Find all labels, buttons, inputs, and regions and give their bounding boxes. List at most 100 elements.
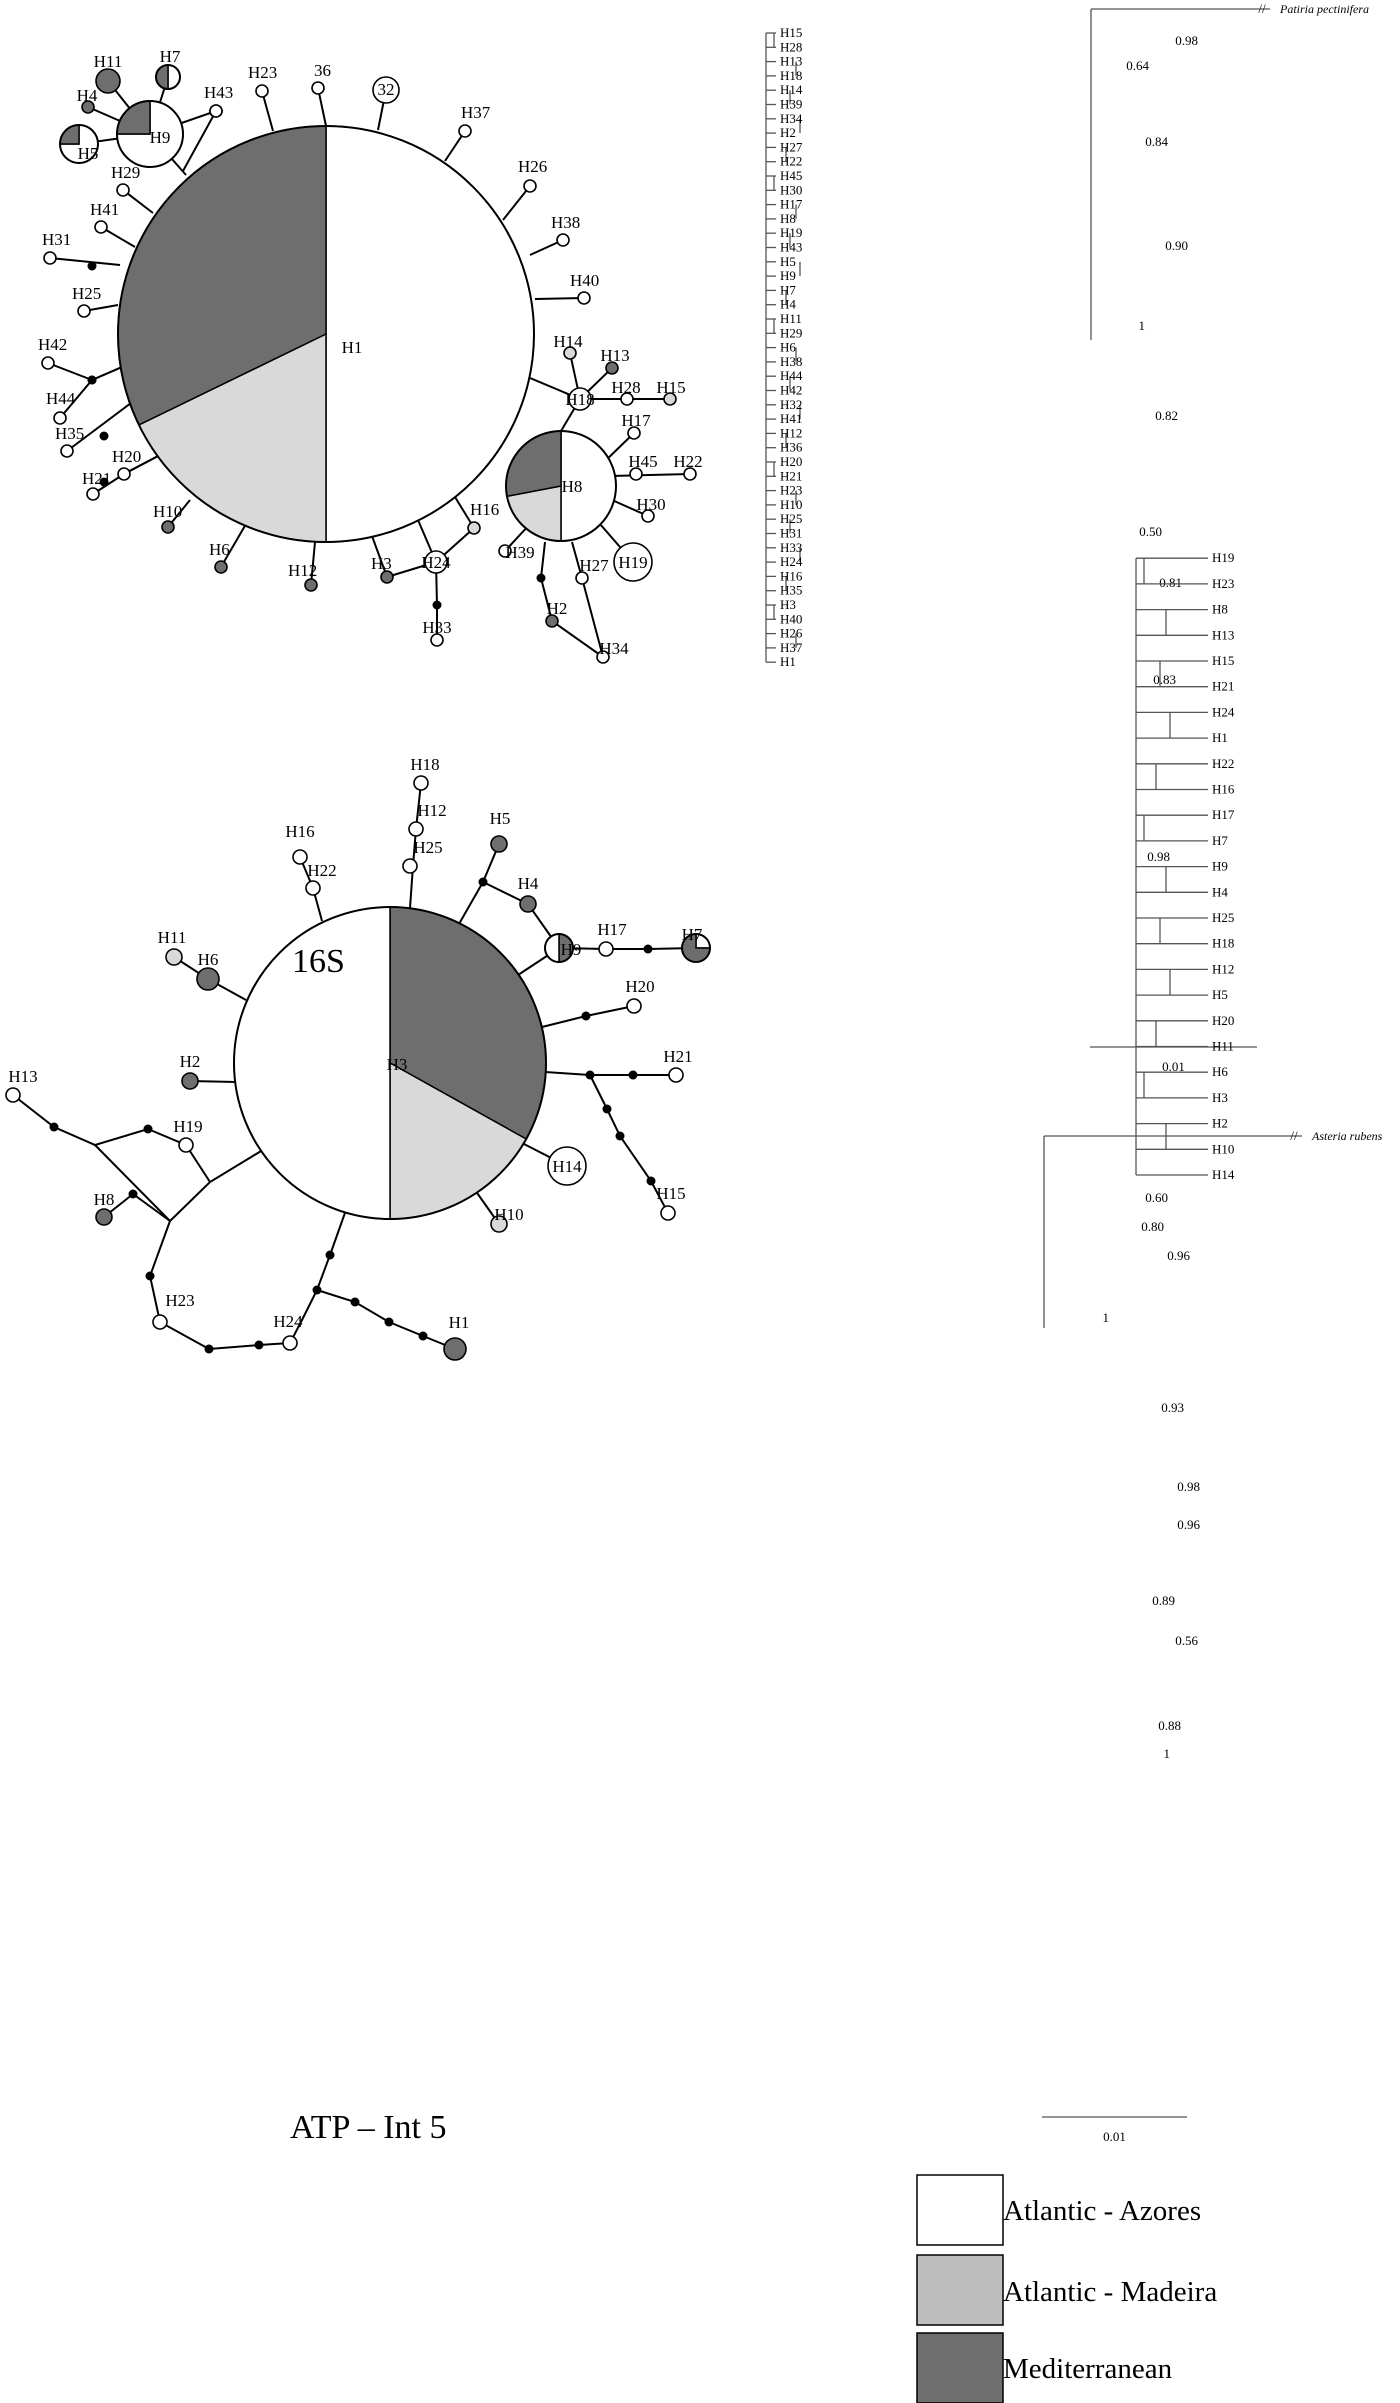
label-h5: H5: [78, 144, 99, 163]
haplotype-h19: [613, 542, 653, 582]
haplotype-h22: [305, 880, 321, 896]
label-h45: H45: [628, 452, 657, 471]
tree-tip-h32: H32: [780, 397, 802, 412]
tree-tip-h11: H11: [1212, 1039, 1234, 1054]
tree-tip-h22: H22: [780, 154, 802, 169]
haplotype-h6: [196, 967, 220, 991]
label-h9: H9: [561, 940, 582, 959]
mutation-dot: [628, 1070, 638, 1080]
label-h24: H24: [273, 1312, 303, 1331]
haplotype-h19: [178, 1137, 194, 1153]
tree-tip-h23: H23: [780, 483, 802, 498]
tree-tip-h17: H17: [780, 197, 803, 212]
tree-tip-h36: H36: [780, 440, 803, 455]
haplotype-h13: [605, 361, 619, 375]
haplotype-32: [372, 76, 400, 104]
haplotype-h15: [660, 1205, 676, 1221]
tree-tip-h43: H43: [780, 240, 802, 255]
haplotype-h10: [161, 520, 175, 534]
haplotype-h21: [668, 1067, 684, 1083]
mutation-dot: [643, 944, 653, 954]
label-h28: H28: [611, 378, 640, 397]
label-h3: H3: [371, 554, 392, 573]
haplotype-h28: [620, 392, 634, 406]
tree-tip-h3: H3: [780, 597, 796, 612]
label-h27: H27: [579, 556, 609, 575]
label-h25: H25: [413, 838, 442, 857]
label-h41: H41: [90, 200, 119, 219]
haplotype-h13: [5, 1087, 21, 1103]
edge-h23: [148, 1220, 291, 1351]
haplotype-h38: [556, 233, 570, 247]
haplotype-h18: [568, 387, 592, 411]
tree-support: 0.90: [1165, 238, 1188, 253]
tree-support: 0.88: [1158, 1718, 1181, 1733]
haplotype-h10: [490, 1215, 508, 1233]
tree-support: 0.83: [1153, 672, 1176, 687]
haplotype-h2: [181, 1072, 199, 1090]
haplotype-h26: [523, 179, 537, 193]
mutation-dot: [87, 261, 97, 271]
label-h17: H17: [597, 920, 627, 939]
label-h10: H10: [153, 502, 182, 521]
tree-tip-h8: H8: [780, 211, 796, 226]
tree-tip-h40: H40: [780, 611, 802, 626]
haplotype-h24: [424, 550, 448, 574]
haplotype-h1-hub-slice: [325, 125, 535, 543]
haplotype-h17: [627, 426, 641, 440]
tree-tip-h14: H14: [780, 82, 803, 97]
mutation-dot: [615, 1131, 625, 1141]
tree-tip-h12: H12: [780, 425, 802, 440]
mutation-dot: [432, 600, 442, 610]
tree-tip-h27: H27: [780, 139, 803, 154]
label-36: 36: [314, 61, 331, 80]
haplotype-h44: [53, 411, 67, 425]
label-h13: H13: [600, 346, 629, 365]
label-h1: H1: [342, 338, 363, 357]
mutation-dot: [602, 1104, 612, 1114]
tree-tip-h7: H7: [1212, 833, 1228, 848]
haplotype-h17: [598, 941, 614, 957]
tree-atp: //Asteria rubensH19H23H8H13H15H21H24H1H2…: [1042, 550, 1383, 2144]
label-h2: H2: [547, 599, 568, 618]
tree-support: 0.96: [1167, 1248, 1190, 1263]
label-h15: H15: [656, 378, 685, 397]
edge-H31: [49, 257, 121, 266]
haplotype-h25: [402, 858, 418, 874]
label-h17: H17: [621, 411, 651, 430]
network-16s: H1 36 32 H37 H26 H38 H40 H23 H43 H29 H41 H31 H25 H42 H…: [38, 47, 703, 664]
tree-tip-h15: H15: [780, 25, 802, 40]
mutation-dot: [204, 1344, 214, 1354]
tree-tip-h12: H12: [1212, 961, 1234, 976]
edge-H2-H34: [539, 541, 604, 658]
legend-label-mediterranean: Mediterranean: [1003, 2353, 1173, 2385]
tree-support: 0.98: [1175, 33, 1198, 48]
edge-H43: [182, 110, 217, 172]
haplotype-h8: [505, 430, 617, 542]
tree-tip-h21: H21: [780, 468, 802, 483]
tree-tip-h28: H28: [780, 39, 802, 54]
tree-break-mark: //: [1290, 1128, 1298, 1143]
tree-support: 0.82: [1155, 408, 1178, 423]
label-h14: H14: [552, 1157, 582, 1176]
tree-tip-h2: H2: [1212, 1116, 1228, 1131]
haplotype-h11: [95, 68, 121, 94]
tree-tip-h8: H8: [1212, 602, 1228, 617]
mutation-dot: [325, 1250, 335, 1260]
label-h3: H3: [387, 1055, 408, 1074]
haplotype-h40: [577, 291, 591, 305]
haplotype-h4: [519, 895, 537, 913]
tree-tip-h16: H16: [1212, 782, 1235, 797]
edge-H35: [66, 399, 136, 452]
tree-tip-h1: H1: [1212, 730, 1228, 745]
tree-tip-h29: H29: [780, 325, 802, 340]
label-h29: H29: [111, 163, 140, 182]
label-h40: H40: [570, 271, 599, 290]
tree-support: 1: [1103, 1310, 1110, 1325]
tree-support: 0.81: [1159, 575, 1182, 590]
tree-tip-h22: H22: [1212, 756, 1234, 771]
mutation-dot: [143, 1124, 153, 1134]
haplotype-h35: [60, 444, 74, 458]
label-h30: H30: [636, 495, 665, 514]
